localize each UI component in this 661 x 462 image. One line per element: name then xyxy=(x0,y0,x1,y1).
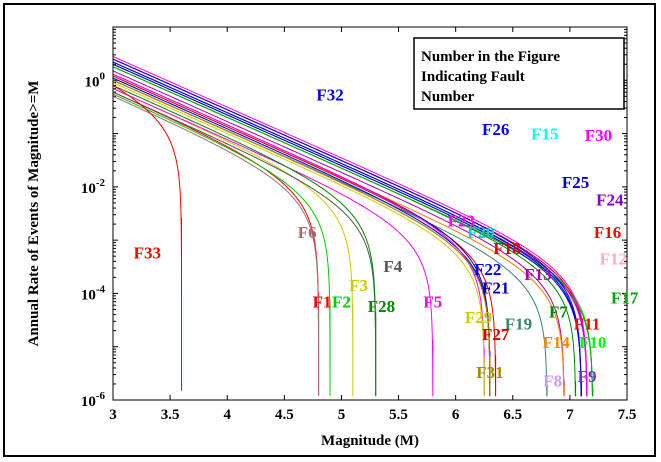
fault-label-f20: F20 xyxy=(467,223,494,242)
plot-border xyxy=(112,26,628,401)
annotation-line-2: Indicating Fault xyxy=(421,69,525,85)
fault-label-f21: F21 xyxy=(482,278,509,297)
fault-label-f33: F33 xyxy=(134,244,161,263)
fault-label-f29: F29 xyxy=(465,308,492,327)
fault-label-f13: F13 xyxy=(524,265,551,284)
curve-f23 xyxy=(112,73,485,397)
y-tick-labels: 100 10-2 10-4 10-6 xyxy=(81,70,106,410)
annotation-line-3: Number xyxy=(421,89,475,105)
x-axis-label: Magnitude (M) xyxy=(321,433,419,449)
fault-label-f10: F10 xyxy=(579,333,606,352)
fault-label-f23: F23 xyxy=(448,212,475,231)
x-tick-label: 5.5 xyxy=(389,407,408,423)
curve-f28 xyxy=(112,84,377,396)
fault-label-f30: F30 xyxy=(585,126,612,145)
curve-f6 xyxy=(112,95,320,396)
fault-label-f27: F27 xyxy=(482,325,510,344)
fault-label-f17: F17 xyxy=(611,288,639,307)
fault-label-f16: F16 xyxy=(594,223,621,242)
curve-f26 xyxy=(112,58,582,397)
fault-label-f22: F22 xyxy=(474,260,501,279)
fault-label-f26: F26 xyxy=(482,120,509,139)
fault-label-f12: F12 xyxy=(600,249,627,268)
x-tick-label: 3.5 xyxy=(161,407,180,423)
fault-label-f18: F18 xyxy=(493,239,520,258)
y-tick-label: 100 xyxy=(85,70,106,90)
curve-f25 xyxy=(112,63,582,397)
fault-label-f6: F6 xyxy=(298,223,317,242)
curve-f2 xyxy=(112,93,331,396)
x-tick-label: 7 xyxy=(566,407,574,423)
fault-label-f8: F8 xyxy=(543,371,562,390)
fault-label-f25: F25 xyxy=(562,173,589,192)
x-tick-label: 3 xyxy=(109,407,117,423)
fault-label-f4: F4 xyxy=(383,257,402,276)
y-tick-label: 10-6 xyxy=(81,390,106,410)
curve-f3 xyxy=(112,88,354,397)
curve-f4 xyxy=(112,91,377,397)
chart-frame xyxy=(3,3,656,457)
x-tick-label: 7.5 xyxy=(618,407,637,423)
fault-label-f24: F24 xyxy=(596,190,624,209)
fault-label-f3: F3 xyxy=(349,276,368,295)
curve-f22 xyxy=(112,77,491,397)
fault-label-f31: F31 xyxy=(476,363,503,382)
curve-f29 xyxy=(112,82,485,397)
annotation-line-1: Number in the Figure xyxy=(421,49,560,65)
annotation-box: Number in the Figure Indicating Fault Nu… xyxy=(413,37,625,110)
x-tick-label: 6.5 xyxy=(503,407,522,423)
fault-label-f11: F11 xyxy=(574,315,600,334)
fault-label-f2: F2 xyxy=(332,292,351,311)
x-tick-label: 6 xyxy=(452,407,460,423)
curves-group xyxy=(112,56,594,397)
x-tick-label: 4 xyxy=(223,407,231,423)
y-tick-label: 10-2 xyxy=(81,177,106,197)
curve-f33 xyxy=(112,85,183,391)
curve-f13 xyxy=(112,70,565,397)
fault-label-f1: F1 xyxy=(313,292,332,311)
fault-label-f7: F7 xyxy=(549,303,568,322)
fault-label-f19: F19 xyxy=(505,315,532,334)
fault-label-f15: F15 xyxy=(531,124,558,143)
curve-f32 xyxy=(112,61,582,397)
fault-label-f32: F32 xyxy=(316,85,343,104)
curve-f5 xyxy=(112,88,434,397)
fault-label-f14: F14 xyxy=(542,333,570,352)
y-tick-label: 10-4 xyxy=(81,283,106,303)
curve-f17 xyxy=(112,66,594,397)
x-tick-label: 5 xyxy=(338,407,346,423)
fault-label-f28: F28 xyxy=(368,297,395,316)
x-tick-label: 4.5 xyxy=(275,407,294,423)
fault-label-f5: F5 xyxy=(423,292,442,311)
curve-f30 xyxy=(112,56,588,397)
y-axis-label: Annual Rate of Events of Magnitude>=M xyxy=(26,81,42,347)
annotation-border xyxy=(413,37,625,110)
curve-f31 xyxy=(112,79,491,397)
fault-label-f9: F9 xyxy=(578,367,597,386)
curve-f1 xyxy=(112,91,320,396)
x-tick-labels: 3 3.5 4 4.5 5 5.5 6 6.5 7 7.5 xyxy=(109,407,636,423)
